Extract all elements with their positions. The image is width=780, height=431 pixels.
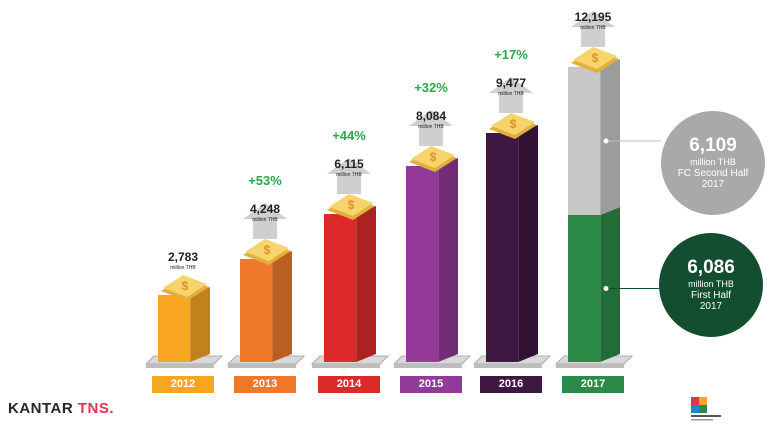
dollar-sign-icon: $ [510, 117, 517, 131]
growth-arrow-2017 [571, 11, 615, 47]
unit-label-2013: million THB [252, 217, 278, 223]
pedestal-edge-2014 [312, 364, 380, 368]
bar-body-2012-side [190, 287, 210, 362]
x-tick-2013: 2013 [234, 376, 296, 393]
bar-body-2015-side [438, 158, 458, 362]
value-label-2014: 6,115 [334, 157, 364, 171]
value-label-2017: 12,195 [575, 10, 612, 24]
callout-first-unit: million THB [688, 279, 734, 290]
value-label-2015: 8,084 [416, 109, 446, 123]
callout-second-half-2017: 6,109 million THB FC Second Half 2017 [661, 111, 765, 215]
x-tick-2016: 2016 [480, 376, 542, 393]
coin-top-2012 [163, 275, 207, 297]
coin-top-2014 [329, 194, 373, 216]
growth-arrow-2014 [327, 158, 371, 194]
x-tick-2014: 2014 [318, 376, 380, 393]
callout-second-year: 2017 [701, 179, 725, 191]
coin-top-2016 [491, 113, 535, 135]
kantar-word: KANTAR [8, 400, 74, 417]
kantar-tns-logo: KANTAR TNS. [8, 400, 114, 417]
value-label-2016: 9,477 [496, 76, 526, 90]
unit-label-2015: million THB [418, 124, 444, 130]
pedestal-edge-2016 [474, 364, 542, 368]
digital-advertising-logo-icon [691, 397, 721, 421]
value-label-2012: 2,783 [168, 250, 198, 264]
callout-second-value: 6,109 [689, 135, 737, 157]
bar-body-2013-front [240, 259, 273, 362]
dollar-sign-icon: $ [264, 243, 271, 257]
connector-dot-first [603, 286, 609, 291]
bar-body-2012-front [158, 295, 191, 362]
unit-label-2012: million THB [170, 265, 196, 271]
bar-body-2016-front [486, 133, 519, 362]
unit-label-2017: million THB [580, 25, 606, 31]
growth-arrow-2013 [243, 203, 287, 239]
callout-first-value: 6,086 [687, 257, 735, 279]
callout-first-year: 2017 [699, 301, 723, 313]
x-tick-2015: 2015 [400, 376, 462, 393]
x-tick-2017: 2017 [562, 376, 624, 393]
growth-label-2014: +44% [332, 128, 366, 143]
unit-label-2016: million THB [498, 91, 524, 97]
growth-arrow-2015 [409, 110, 453, 146]
dollar-sign-icon: $ [430, 150, 437, 164]
coin-top-2015 [411, 146, 455, 168]
segment-second-half-side [600, 59, 620, 215]
dollar-sign-icon: $ [348, 198, 355, 212]
coin-top-2017 [573, 47, 617, 69]
callout-second-period: FC Second Half [677, 167, 749, 179]
bar-body-2013-side [272, 251, 292, 362]
growth-label-2016: +17% [494, 47, 528, 62]
connector-dot-second [603, 138, 609, 144]
growth-arrow-2016 [489, 77, 533, 113]
dollar-sign-icon: $ [182, 279, 189, 293]
segment-first-half-side [600, 207, 620, 362]
pedestal-edge-2013 [228, 364, 296, 368]
dollar-sign-icon: $ [592, 51, 599, 65]
pedestal-edge-2017 [556, 364, 624, 368]
callout-first-period: First Half [691, 289, 731, 301]
callout-second-unit: million THB [690, 157, 736, 168]
growth-label-2013: +53% [248, 173, 282, 188]
coin-top-2013 [245, 239, 289, 261]
segment-second-half-front [568, 67, 601, 215]
bar-body-2014-side [356, 206, 376, 362]
segment-first-half-front [568, 215, 601, 362]
pedestal-edge-2015 [394, 364, 462, 368]
x-tick-2012: 2012 [152, 376, 214, 393]
bar-body-2015-front [406, 166, 439, 362]
callout-first-half-2017: 6,086 million THB First Half 2017 [659, 233, 763, 337]
bar-body-2014-front [324, 214, 357, 362]
pedestal-edge-2012 [146, 364, 214, 368]
growth-label-2015: +32% [414, 80, 448, 95]
value-label-2013: 4,248 [250, 202, 280, 216]
bar-body-2016-side [518, 125, 538, 362]
unit-label-2014: million THB [336, 172, 362, 178]
tns-word: TNS. [77, 400, 115, 417]
